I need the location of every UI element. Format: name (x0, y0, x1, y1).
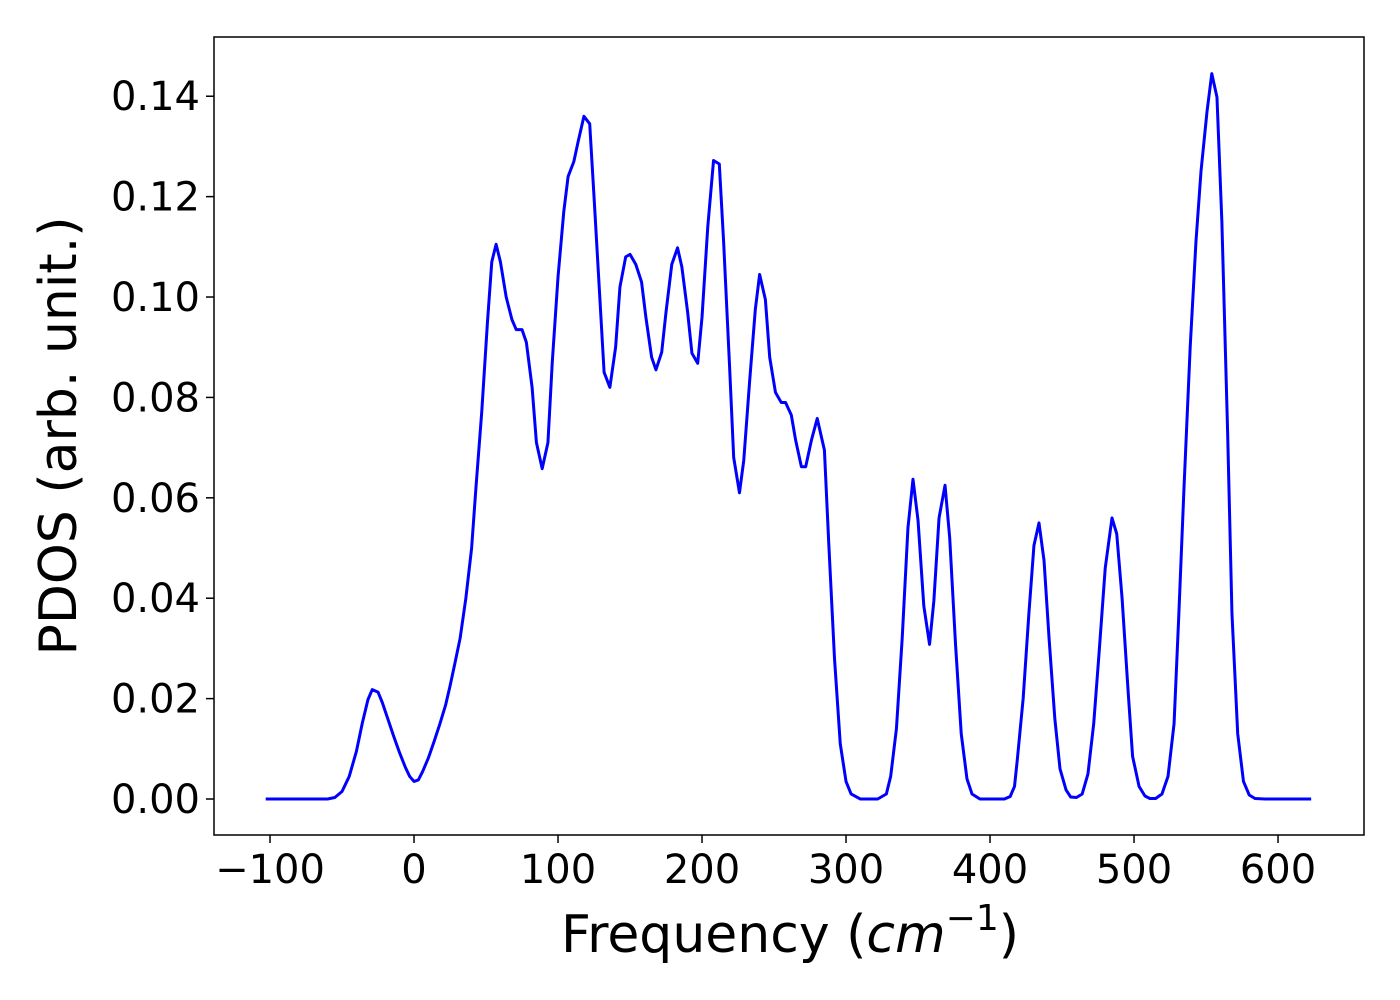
y-tick-label: 0.10 (111, 275, 200, 321)
x-tick-label: 400 (952, 847, 1028, 893)
x-axis-label: Frequency (cm−1) (561, 898, 1019, 965)
y-tick-label: 0.12 (111, 175, 200, 221)
y-tick-label: 0.08 (111, 375, 200, 421)
x-label-close: ) (999, 905, 1019, 965)
x-tick-label: 600 (1240, 847, 1316, 893)
y-axis-label: PDOS (arb. unit.) (29, 216, 89, 655)
line-series (265, 72, 1312, 801)
y-tick-label: 0.14 (111, 74, 200, 120)
y-tick-label: 0.00 (111, 777, 200, 823)
x-tick-label: 300 (808, 847, 884, 893)
plot-frame (213, 36, 1365, 836)
x-tick-label: 500 (1096, 847, 1172, 893)
x-tick-label: −100 (215, 847, 325, 893)
x-label-text: Frequency ( (561, 905, 866, 965)
y-tick-label: 0.06 (111, 476, 200, 522)
x-tick-label: 200 (664, 847, 740, 893)
x-tick-label: 100 (520, 847, 596, 893)
y-tick-label: 0.02 (111, 677, 200, 723)
x-label-exponent: −1 (946, 898, 999, 939)
x-tick-label: 0 (401, 847, 426, 893)
y-tick-label: 0.04 (111, 576, 200, 622)
x-label-unit: cm (866, 905, 945, 965)
